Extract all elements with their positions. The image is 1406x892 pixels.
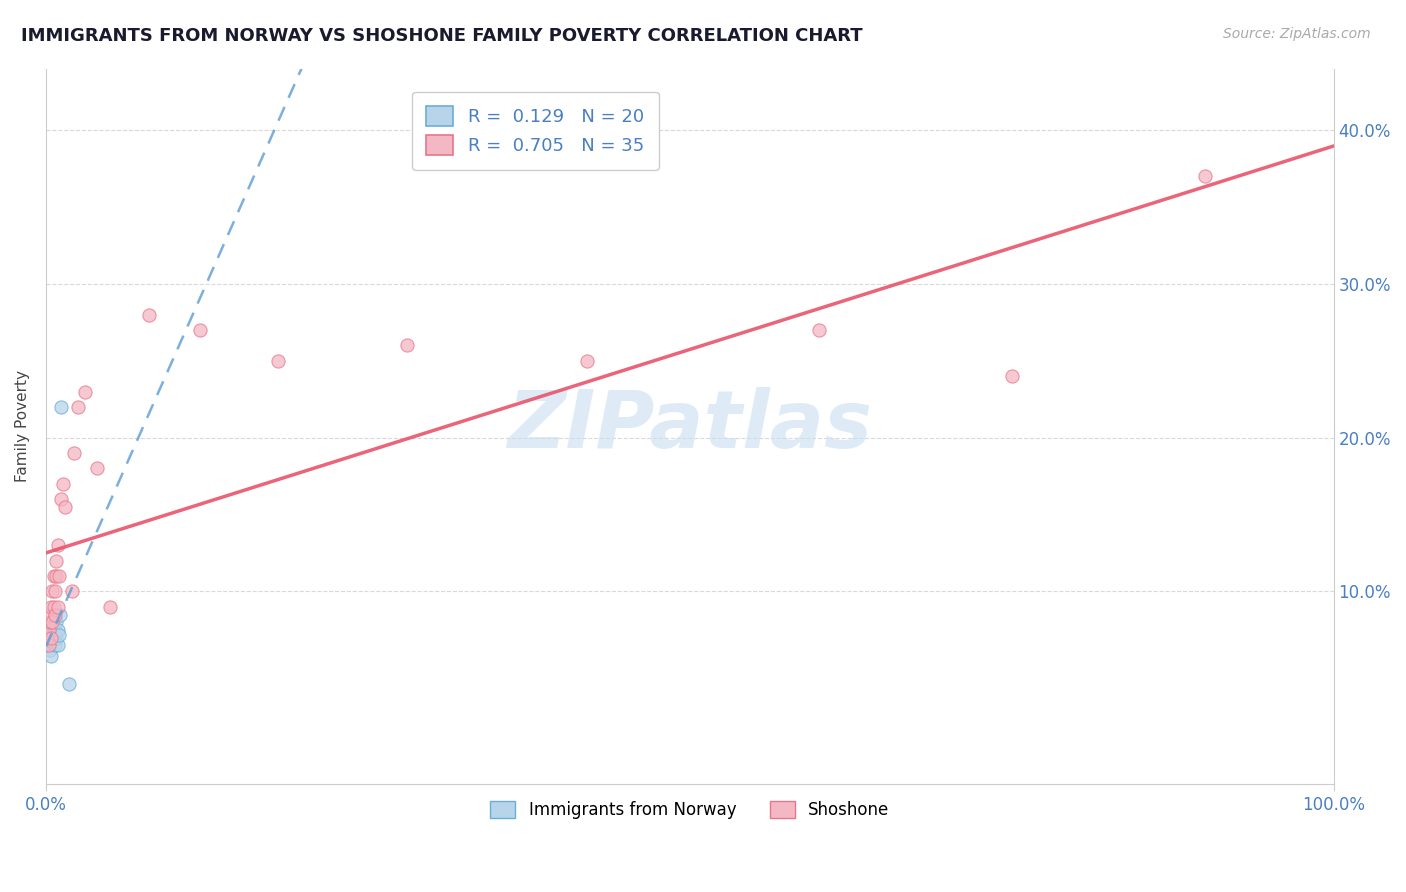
Point: [48, 569, 70, 583]
Point: [39, 599, 62, 614]
Text: ZIPatlas: ZIPatlas: [508, 387, 872, 465]
Point: [37, 638, 59, 652]
Point: [37, 631, 59, 645]
Point: [51, 492, 73, 507]
Point: [42, 631, 65, 645]
Point: [52, 476, 75, 491]
Point: [44, 638, 66, 652]
Point: [1194, 169, 1216, 184]
Point: [38, 643, 60, 657]
Point: [73, 384, 96, 399]
Point: [1001, 369, 1024, 384]
Point: [42, 569, 65, 583]
Point: [51, 400, 73, 414]
Point: [45, 554, 67, 568]
Point: [58, 677, 80, 691]
Point: [41, 584, 63, 599]
Point: [807, 323, 830, 337]
Point: [38, 638, 60, 652]
Point: [395, 338, 418, 352]
Point: [39, 623, 62, 637]
Point: [41, 618, 63, 632]
Point: [138, 308, 160, 322]
Point: [98, 599, 121, 614]
Point: [46, 623, 69, 637]
Legend: Immigrants from Norway, Shoshone: Immigrants from Norway, Shoshone: [484, 794, 896, 825]
Point: [190, 323, 212, 337]
Point: [44, 607, 66, 622]
Point: [41, 615, 63, 630]
Point: [49, 607, 72, 622]
Point: [46, 638, 69, 652]
Point: [575, 353, 598, 368]
Point: [39, 631, 62, 645]
Point: [38, 623, 60, 637]
Point: [60, 584, 83, 599]
Point: [38, 633, 60, 648]
Text: IMMIGRANTS FROM NORWAY VS SHOSHONE FAMILY POVERTY CORRELATION CHART: IMMIGRANTS FROM NORWAY VS SHOSHONE FAMIL…: [21, 27, 863, 45]
Point: [45, 631, 67, 645]
Point: [38, 615, 60, 630]
Point: [38, 627, 60, 641]
Point: [42, 599, 65, 614]
Text: Source: ZipAtlas.com: Source: ZipAtlas.com: [1223, 27, 1371, 41]
Point: [48, 627, 70, 641]
Point: [86, 461, 108, 475]
Point: [45, 569, 67, 583]
Point: [46, 599, 69, 614]
Y-axis label: Family Poverty: Family Poverty: [15, 370, 30, 483]
Point: [46, 538, 69, 552]
Point: [67, 400, 90, 414]
Point: [267, 353, 290, 368]
Point: [53, 500, 76, 514]
Point: [39, 649, 62, 664]
Point: [45, 615, 67, 630]
Point: [44, 584, 66, 599]
Point: [38, 607, 60, 622]
Point: [42, 612, 65, 626]
Point: [63, 446, 86, 460]
Point: [44, 623, 66, 637]
Point: [41, 633, 63, 648]
